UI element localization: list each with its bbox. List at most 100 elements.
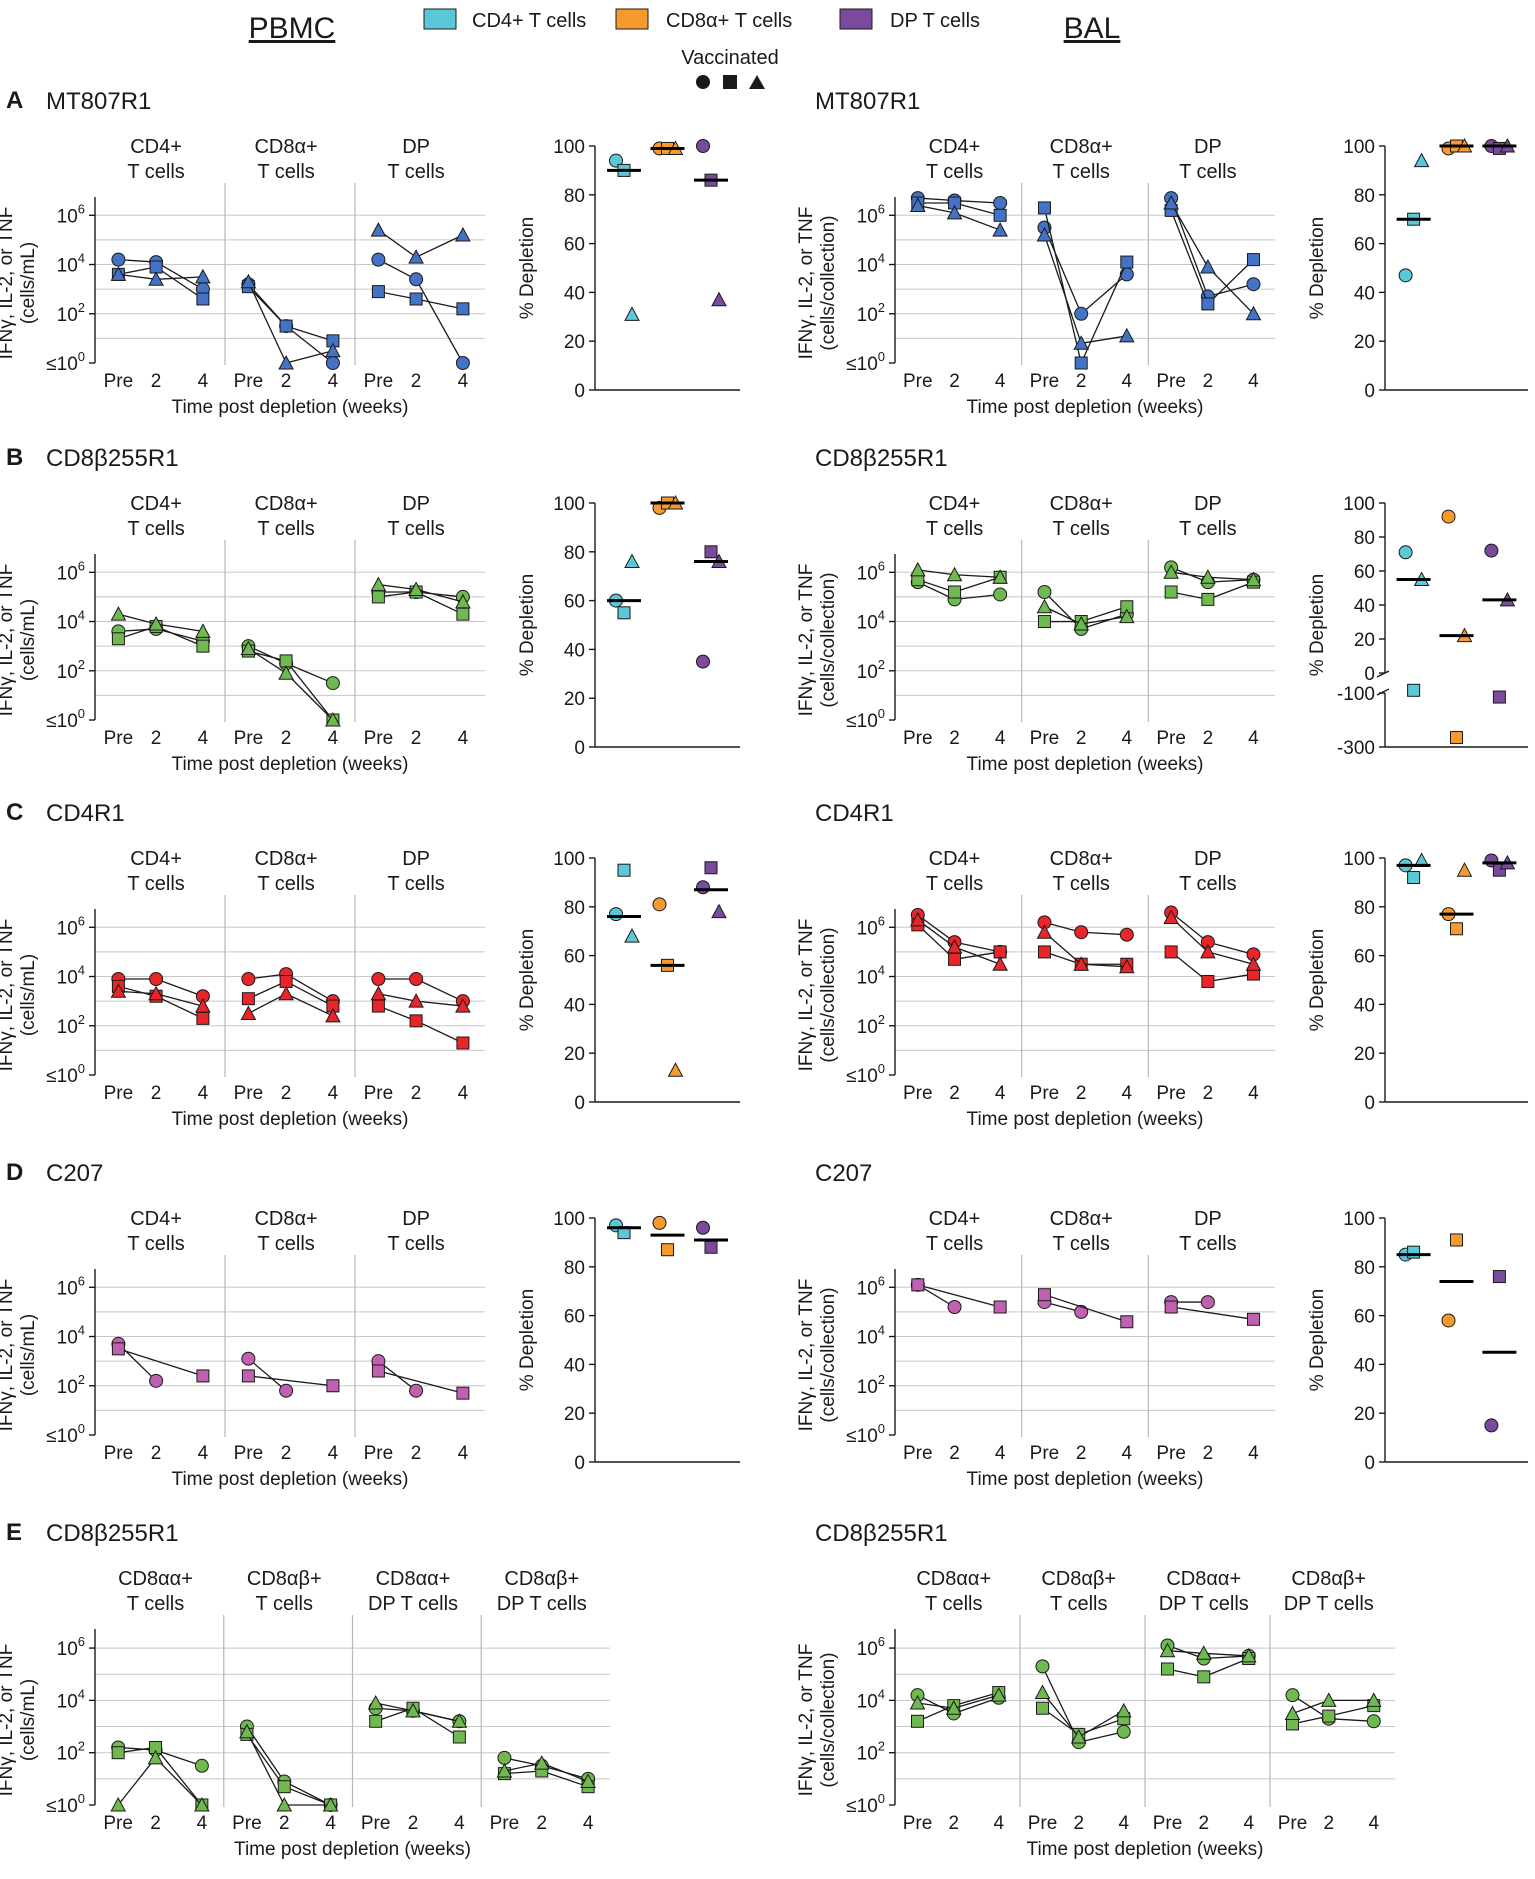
dep-point-dp-circle xyxy=(696,1220,710,1235)
series-line-square xyxy=(954,202,1001,216)
dep-y-tick-label: 20 xyxy=(1354,332,1375,353)
bal-x-label: Time post depletion (weeks) xyxy=(967,1109,1204,1130)
time-tick-label: 4 xyxy=(325,1813,336,1834)
subset-title-line2: T cells xyxy=(925,1593,982,1615)
series-line-triangle xyxy=(285,672,334,721)
series-line-circle xyxy=(285,662,334,684)
subset-title: CD4+ xyxy=(929,848,981,870)
time-tick-label: 4 xyxy=(583,1813,594,1834)
data-point-triangle xyxy=(992,569,1008,584)
bal-y-label-unit: (cells/collection) xyxy=(818,1287,839,1422)
pbmc-x-label: Time post depletion (weeks) xyxy=(172,1109,409,1130)
dep-point-cd8-circle xyxy=(1441,1313,1456,1328)
data-point-square xyxy=(149,260,163,274)
row-c-pbmc-timecourse: ≤100 102 104 106 IFNγ, IL-2, or TNF(cells/mL… xyxy=(0,848,485,1130)
dep-y-tick-label: 20 xyxy=(1354,1404,1375,1425)
time-tick-label: Pre xyxy=(903,1813,933,1834)
time-tick-label: 2 xyxy=(1203,371,1214,392)
dep-point-cd4-circle xyxy=(1398,545,1413,560)
data-point-square xyxy=(371,1364,385,1378)
data-point-square xyxy=(1120,1315,1134,1329)
dep-y-tick-label: 40 xyxy=(564,283,585,304)
bal-y-tick-label: 106 xyxy=(857,201,885,227)
time-tick-label: 4 xyxy=(1248,728,1259,749)
series-line-triangle xyxy=(1167,1650,1204,1654)
row-letter: B xyxy=(6,444,23,471)
legend: CD4+ T cells CD8α+ T cells DP T cells Va… xyxy=(423,8,980,89)
subset-title: CD8αα+ xyxy=(1166,1568,1241,1590)
data-point-square xyxy=(993,1300,1007,1314)
data-point-circle xyxy=(194,1758,209,1773)
animal-id-pbmc: MT807R1 xyxy=(46,88,151,115)
time-tick-label: 4 xyxy=(1122,1443,1133,1464)
series-line-circle xyxy=(1328,1718,1374,1722)
series-line-square xyxy=(954,576,1001,593)
series-line-square xyxy=(155,1747,203,1806)
time-tick-label: Pre xyxy=(234,371,264,392)
data-point-triangle xyxy=(195,623,211,638)
subset-title: CD8αα+ xyxy=(376,1568,451,1590)
pbmc-y-label: IFNγ, IL-2, or TNF xyxy=(0,564,17,717)
series-line-circle xyxy=(285,325,334,364)
data-point-triangle xyxy=(455,593,471,609)
time-tick-label: 2 xyxy=(408,1813,419,1834)
dep-y-tick-label: 60 xyxy=(1354,1307,1375,1328)
time-tick-label: Pre xyxy=(903,1083,933,1104)
series-line-triangle xyxy=(1081,335,1127,344)
data-point-triangle xyxy=(1118,958,1135,974)
data-point-circle xyxy=(111,252,126,267)
data-point-square xyxy=(948,952,962,966)
row-b-labels: B CD8β255R1 CD8β255R1 xyxy=(6,444,948,472)
time-tick-label: 4 xyxy=(458,1443,469,1464)
data-point-triangle xyxy=(909,197,926,212)
time-tick-label: 4 xyxy=(198,1443,209,1464)
pbmc-y-tick-label: 102 xyxy=(57,1012,85,1038)
dep-y-tick-label: 40 xyxy=(1354,995,1375,1016)
data-point-triangle xyxy=(195,268,211,284)
pbmc-y-tick-label: 106 xyxy=(57,1634,85,1660)
subset-title-line2: T cells xyxy=(1050,1593,1107,1615)
data-point-triangle xyxy=(148,615,164,631)
dep-y-tick-label: 40 xyxy=(1354,1355,1375,1376)
bal-y-label-unit: (cells/collection) xyxy=(818,1652,839,1787)
bal-y-tick-label: 104 xyxy=(857,1323,885,1349)
data-point-triangle xyxy=(367,1694,384,1710)
pbmc-y-tick-label: 102 xyxy=(57,657,85,683)
data-point-square xyxy=(456,607,470,621)
legend-label-cd4: CD4+ T cells xyxy=(472,10,586,32)
row-d-bal-depletion: 0 20 40 60 80 100 % Depletion xyxy=(1307,1209,1528,1474)
row-c-bal-timecourse: ≤100 102 104 106 IFNγ, IL-2, or TNF (cells/co… xyxy=(796,848,1275,1130)
time-tick-label: Pre xyxy=(361,1813,391,1834)
bal-y-tick-label: 102 xyxy=(857,657,885,683)
subset-title: CD8α+ xyxy=(254,848,317,870)
data-point-triangle xyxy=(195,998,211,1013)
data-point-circle xyxy=(1074,1304,1089,1319)
series-line-triangle xyxy=(415,588,464,603)
data-point-triangle xyxy=(580,1773,596,1788)
row-a-bal-timecourse: ≤100 102 104 106 IFNγ, IL-2, or TNF (cells/co… xyxy=(796,136,1275,418)
data-point-square xyxy=(409,292,423,306)
data-point-triangle xyxy=(1070,1728,1087,1744)
data-point-circle xyxy=(241,1351,256,1366)
time-tick-label: 2 xyxy=(949,728,960,749)
series-line-circle xyxy=(954,593,1001,601)
subset-title-line2: T cells xyxy=(257,873,314,895)
row-a-pbmc-timecourse: ≤100 102 104 106 IFNγ, IL-2, or TNF(cells/mL… xyxy=(0,136,485,418)
dep-y-tick-label: 40 xyxy=(1354,283,1375,304)
dep-point-dp-square xyxy=(704,1240,718,1254)
subset-title-line2: T cells xyxy=(1052,161,1109,183)
data-point-triangle xyxy=(455,226,471,242)
time-tick-label: Pre xyxy=(1028,1813,1058,1834)
animal-id-pbmc: CD4R1 xyxy=(46,800,125,827)
data-point-triangle xyxy=(110,1796,127,1812)
data-point-square xyxy=(456,1386,470,1400)
subset-title-line2: T cells xyxy=(926,1233,983,1255)
dep-y-label: % Depletion xyxy=(1307,1289,1328,1391)
data-point-triangle xyxy=(1036,226,1053,242)
data-point-triangle xyxy=(1320,1692,1337,1707)
time-tick-label: 4 xyxy=(1248,1443,1259,1464)
dep-y-tick-label: 60 xyxy=(1354,235,1375,256)
dep-point-cd4-square xyxy=(1407,1245,1421,1259)
data-point-triangle xyxy=(1118,327,1135,343)
series-line-square xyxy=(378,1370,464,1394)
